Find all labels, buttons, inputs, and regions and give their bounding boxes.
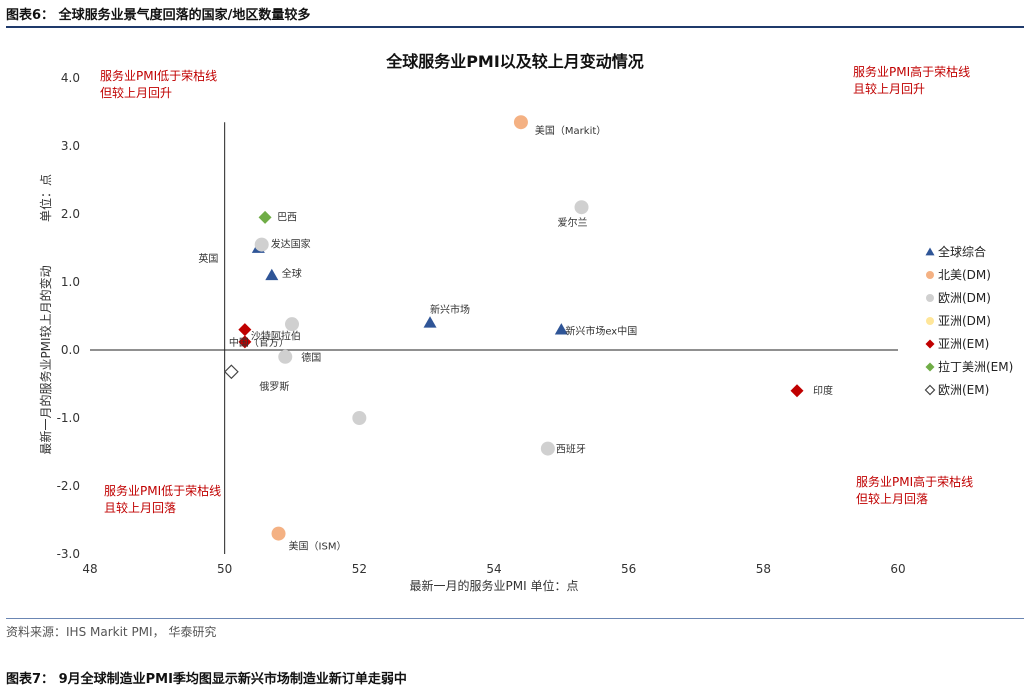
quadrant-note-top-left: 但较上月回升 [100,85,172,100]
point-label: 印度 [813,384,833,397]
next-figure-title: 图表7： 9月全球制造业PMI季均图显示新兴市场制造业新订单走弱中 [6,672,407,687]
legend-label: 拉丁美洲(EM) [938,359,1013,374]
legend-label: 北美(DM) [938,268,991,282]
point-label: 西班牙 [556,444,586,456]
x-axis-title: 最新一月的服务业PMI 单位：点 [410,578,579,593]
y-tick-label: -3.0 [57,547,80,561]
quadrant-note-bottom-left: 服务业PMI低于荣枯线 [104,483,221,498]
data-point [540,441,555,456]
quadrant-note-bottom-left: 且较上月回落 [104,500,176,515]
point-label: 德国 [301,351,321,364]
legend-marker [926,317,934,325]
top-rule [6,26,1024,28]
point-label: 英国 [198,252,218,265]
legend-label: 欧洲(DM) [938,291,991,305]
legend-marker [925,362,935,372]
figure-title: 图表6： 全球服务业景气度回落的国家/地区数量较多 [6,8,311,23]
point-label: 爱尔兰 [558,216,588,229]
y-axis-unit: 单位：点 [38,174,53,222]
point-label: 中国（官方） [229,336,289,349]
quadrant-note-top-right: 且较上月回升 [853,81,925,96]
data-point [238,335,252,349]
legend-marker [926,294,934,302]
legend-marker [925,247,935,256]
y-tick-label: 4.0 [61,71,80,85]
data-point [258,210,272,224]
x-tick-label: 60 [890,562,905,576]
y-tick-label: 1.0 [61,275,80,289]
legend-marker [926,271,934,279]
source-note: 资料来源：IHS Markit PMI， 华泰研究 [6,625,217,639]
quadrant-note-bottom-right: 但较上月回落 [856,491,928,506]
x-tick-label: 54 [486,562,501,576]
point-label: 发达国家 [271,238,311,251]
point-label: 新兴市场 [430,303,470,316]
data-point [254,237,269,252]
x-tick-label: 52 [352,562,367,576]
y-axis-title: 最新一月的服务业PMI较上月的变动 [38,265,53,454]
legend-label: 全球综合 [938,244,986,259]
legend-label: 亚洲(DM) [938,314,991,328]
x-tick-label: 58 [756,562,771,576]
scatter-chart: 全球服务业PMI以及较上月变动情况 48 50 52 54 56 58 60 4.0 3.0 2.… [38,52,1013,593]
legend-label: 亚洲(EM) [938,337,989,351]
data-point [271,526,286,541]
point-label: 俄罗斯 [259,380,289,393]
point-label: 美国（ISM） [289,540,347,553]
quadrant-note-bottom-right: 服务业PMI高于荣枯线 [856,474,973,489]
data-point [423,316,437,328]
data-point [265,268,279,281]
data-point [224,364,239,380]
data-point [513,115,528,130]
bottom-rule [6,618,1024,619]
x-tick-label: 48 [82,562,97,576]
data-point [238,323,252,337]
data-point [352,411,367,425]
quadrant-note-top-left: 服务业PMI低于荣枯线 [100,68,217,83]
y-tick-label: 3.0 [61,139,80,153]
y-tick-label: -2.0 [57,479,80,493]
data-point [790,384,804,398]
legend-marker [924,384,936,396]
y-tick-label: 2.0 [61,207,80,221]
plot-area: 48 50 52 54 56 58 60 4.0 3.0 2.0 1.0 0.0 -1.0 -2.0 -3.… [38,64,973,593]
x-tick-label: 56 [621,562,636,576]
legend-label: 欧洲(EM) [938,383,989,397]
y-tick-label: -1.0 [57,411,80,425]
point-label: 全球 [282,267,302,280]
point-label: 沙特阿拉伯 [251,330,301,343]
y-tick-label: 0.0 [61,343,80,357]
point-label: 美国（Markit） [535,124,606,137]
quadrant-note-top-right: 服务业PMI高于荣枯线 [853,64,970,79]
data-point [278,349,293,364]
chart-title: 全球服务业PMI以及较上月变动情况 [385,52,644,71]
data-point [554,323,568,335]
point-label: 新兴市场ex中国 [565,325,637,338]
data-point [574,200,589,215]
x-tick-label: 50 [217,562,232,576]
point-label: 巴西 [277,211,297,223]
data-point [285,317,299,332]
legend-marker [925,339,935,349]
